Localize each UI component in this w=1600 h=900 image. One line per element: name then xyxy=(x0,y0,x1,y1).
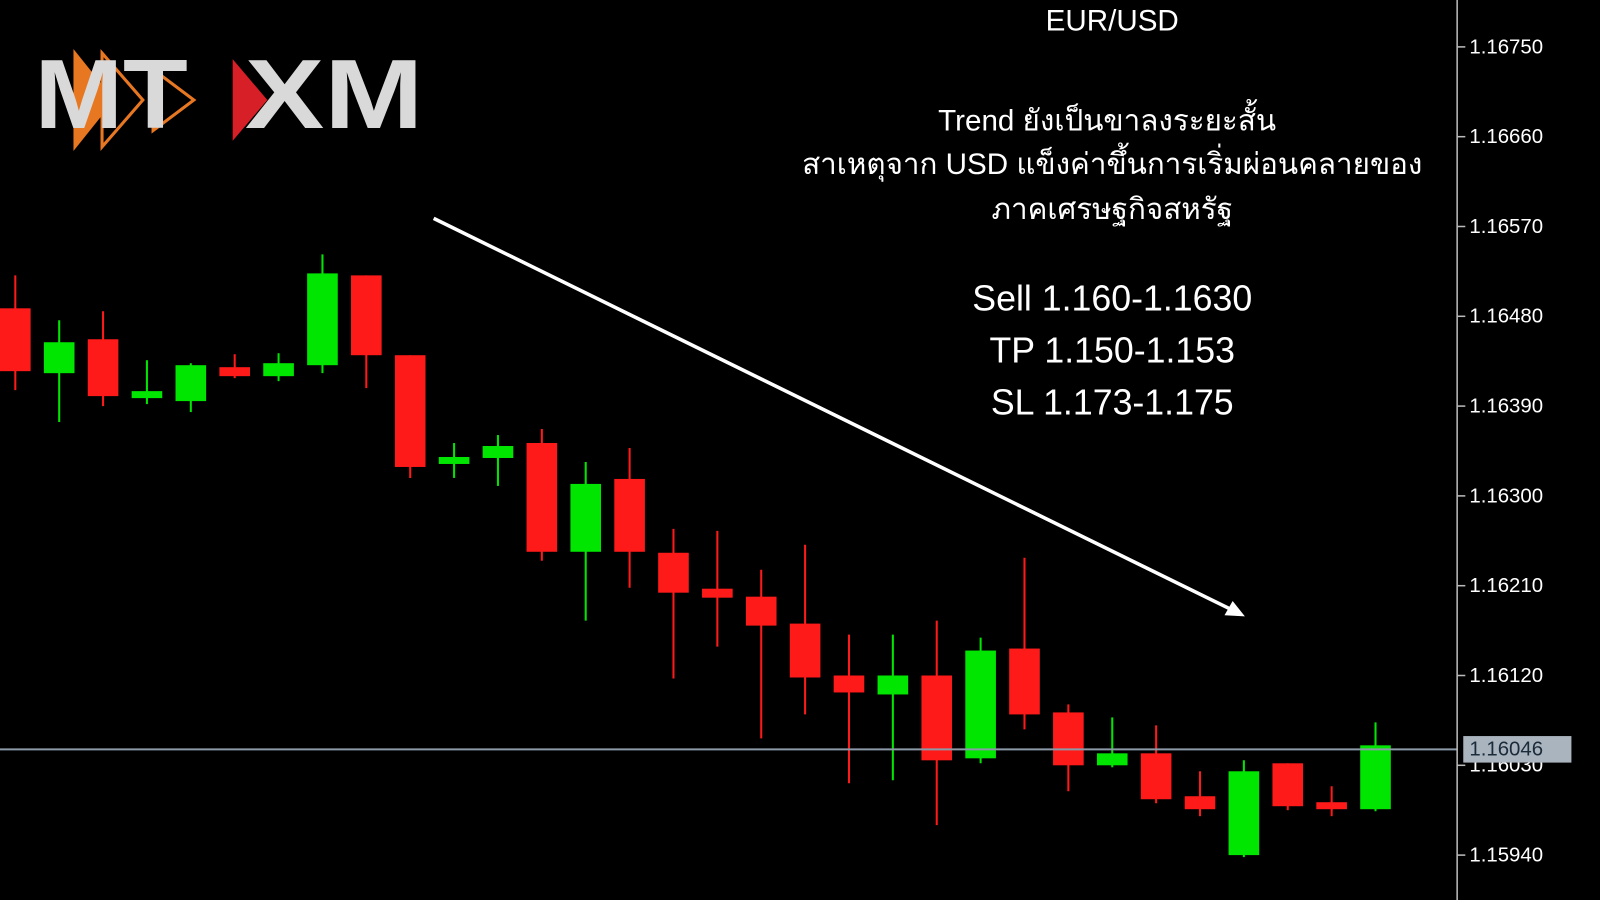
candle-body xyxy=(1096,753,1128,766)
arrow-line xyxy=(432,216,1234,612)
candle-body xyxy=(1316,802,1347,810)
candle-body xyxy=(438,456,470,464)
candle-body xyxy=(87,339,119,397)
logo: MT XM xyxy=(35,39,424,152)
candle-body xyxy=(789,623,821,678)
y-tick-label: 1.16300 xyxy=(1469,485,1543,507)
y-tick-label: 1.15940 xyxy=(1469,845,1543,867)
y-tick-label: 1.16390 xyxy=(1469,396,1543,418)
candle-body xyxy=(833,675,865,693)
candle-body xyxy=(965,650,996,759)
logo-text: XM xyxy=(245,39,424,149)
y-tick-label: 1.16570 xyxy=(1469,216,1543,238)
candle-body xyxy=(921,675,953,761)
candle-body xyxy=(1228,771,1260,856)
candle-body xyxy=(1272,763,1304,807)
candle-body xyxy=(745,596,777,626)
trade-level: TP 1.150-1.153 xyxy=(990,330,1235,370)
y-tick-label: 1.16480 xyxy=(1469,306,1543,328)
arrow-head xyxy=(1224,601,1245,617)
candle-body xyxy=(351,275,382,356)
candle-body xyxy=(43,342,75,374)
current-price-tag xyxy=(1463,736,1572,763)
candle-body xyxy=(570,483,602,552)
candle-body xyxy=(1360,745,1391,810)
candle-body xyxy=(307,273,338,366)
candle-body xyxy=(526,443,558,552)
logo-text: MT xyxy=(35,39,188,149)
y-tick-label: 1.16750 xyxy=(1469,36,1543,58)
candle-body xyxy=(1140,753,1172,800)
logo-shape xyxy=(151,66,197,134)
annotation: Trend ยังเป็นขาลงระยะสั้น xyxy=(938,99,1276,137)
logo-shape xyxy=(73,48,115,152)
candle-body xyxy=(614,478,645,552)
y-tick-label: 1.16210 xyxy=(1469,575,1543,597)
candle-body xyxy=(1184,796,1216,810)
trade-level: SL 1.173-1.175 xyxy=(991,383,1234,423)
trend-arrow xyxy=(432,216,1245,617)
logo-shape xyxy=(100,48,145,152)
candle-body xyxy=(131,391,163,399)
candles xyxy=(0,254,1458,858)
y-tick-label: 1.16120 xyxy=(1469,665,1543,687)
current-price-label: 1.16046 xyxy=(1469,739,1543,761)
annotation: ภาคเศรษฐกิจสหรัฐ xyxy=(992,193,1233,227)
candle-body xyxy=(394,355,426,467)
price-axis: 1.16750 1.16660 1.16570 1.16480 1.16390 1.163… xyxy=(1457,36,1572,867)
candle-body xyxy=(877,675,909,695)
candle-body xyxy=(175,365,207,402)
trade-level: Sell 1.160-1.1630 xyxy=(972,278,1252,318)
candle-body xyxy=(263,363,294,377)
candle-body xyxy=(0,308,31,372)
chart-title: EUR/USD xyxy=(1046,4,1179,37)
candle-body xyxy=(658,552,689,593)
candle-body xyxy=(219,367,250,377)
candle-body xyxy=(702,588,733,598)
candle-body xyxy=(1053,712,1084,766)
candle-body xyxy=(1009,648,1040,715)
y-tick-label: 1.16660 xyxy=(1469,126,1543,148)
annotation: สาเหตุจาก USD แข็งค่าขึ้นการเริ่มผ่อนคลา… xyxy=(802,143,1422,182)
candle-body xyxy=(482,446,514,458)
logo-shape xyxy=(232,59,268,141)
